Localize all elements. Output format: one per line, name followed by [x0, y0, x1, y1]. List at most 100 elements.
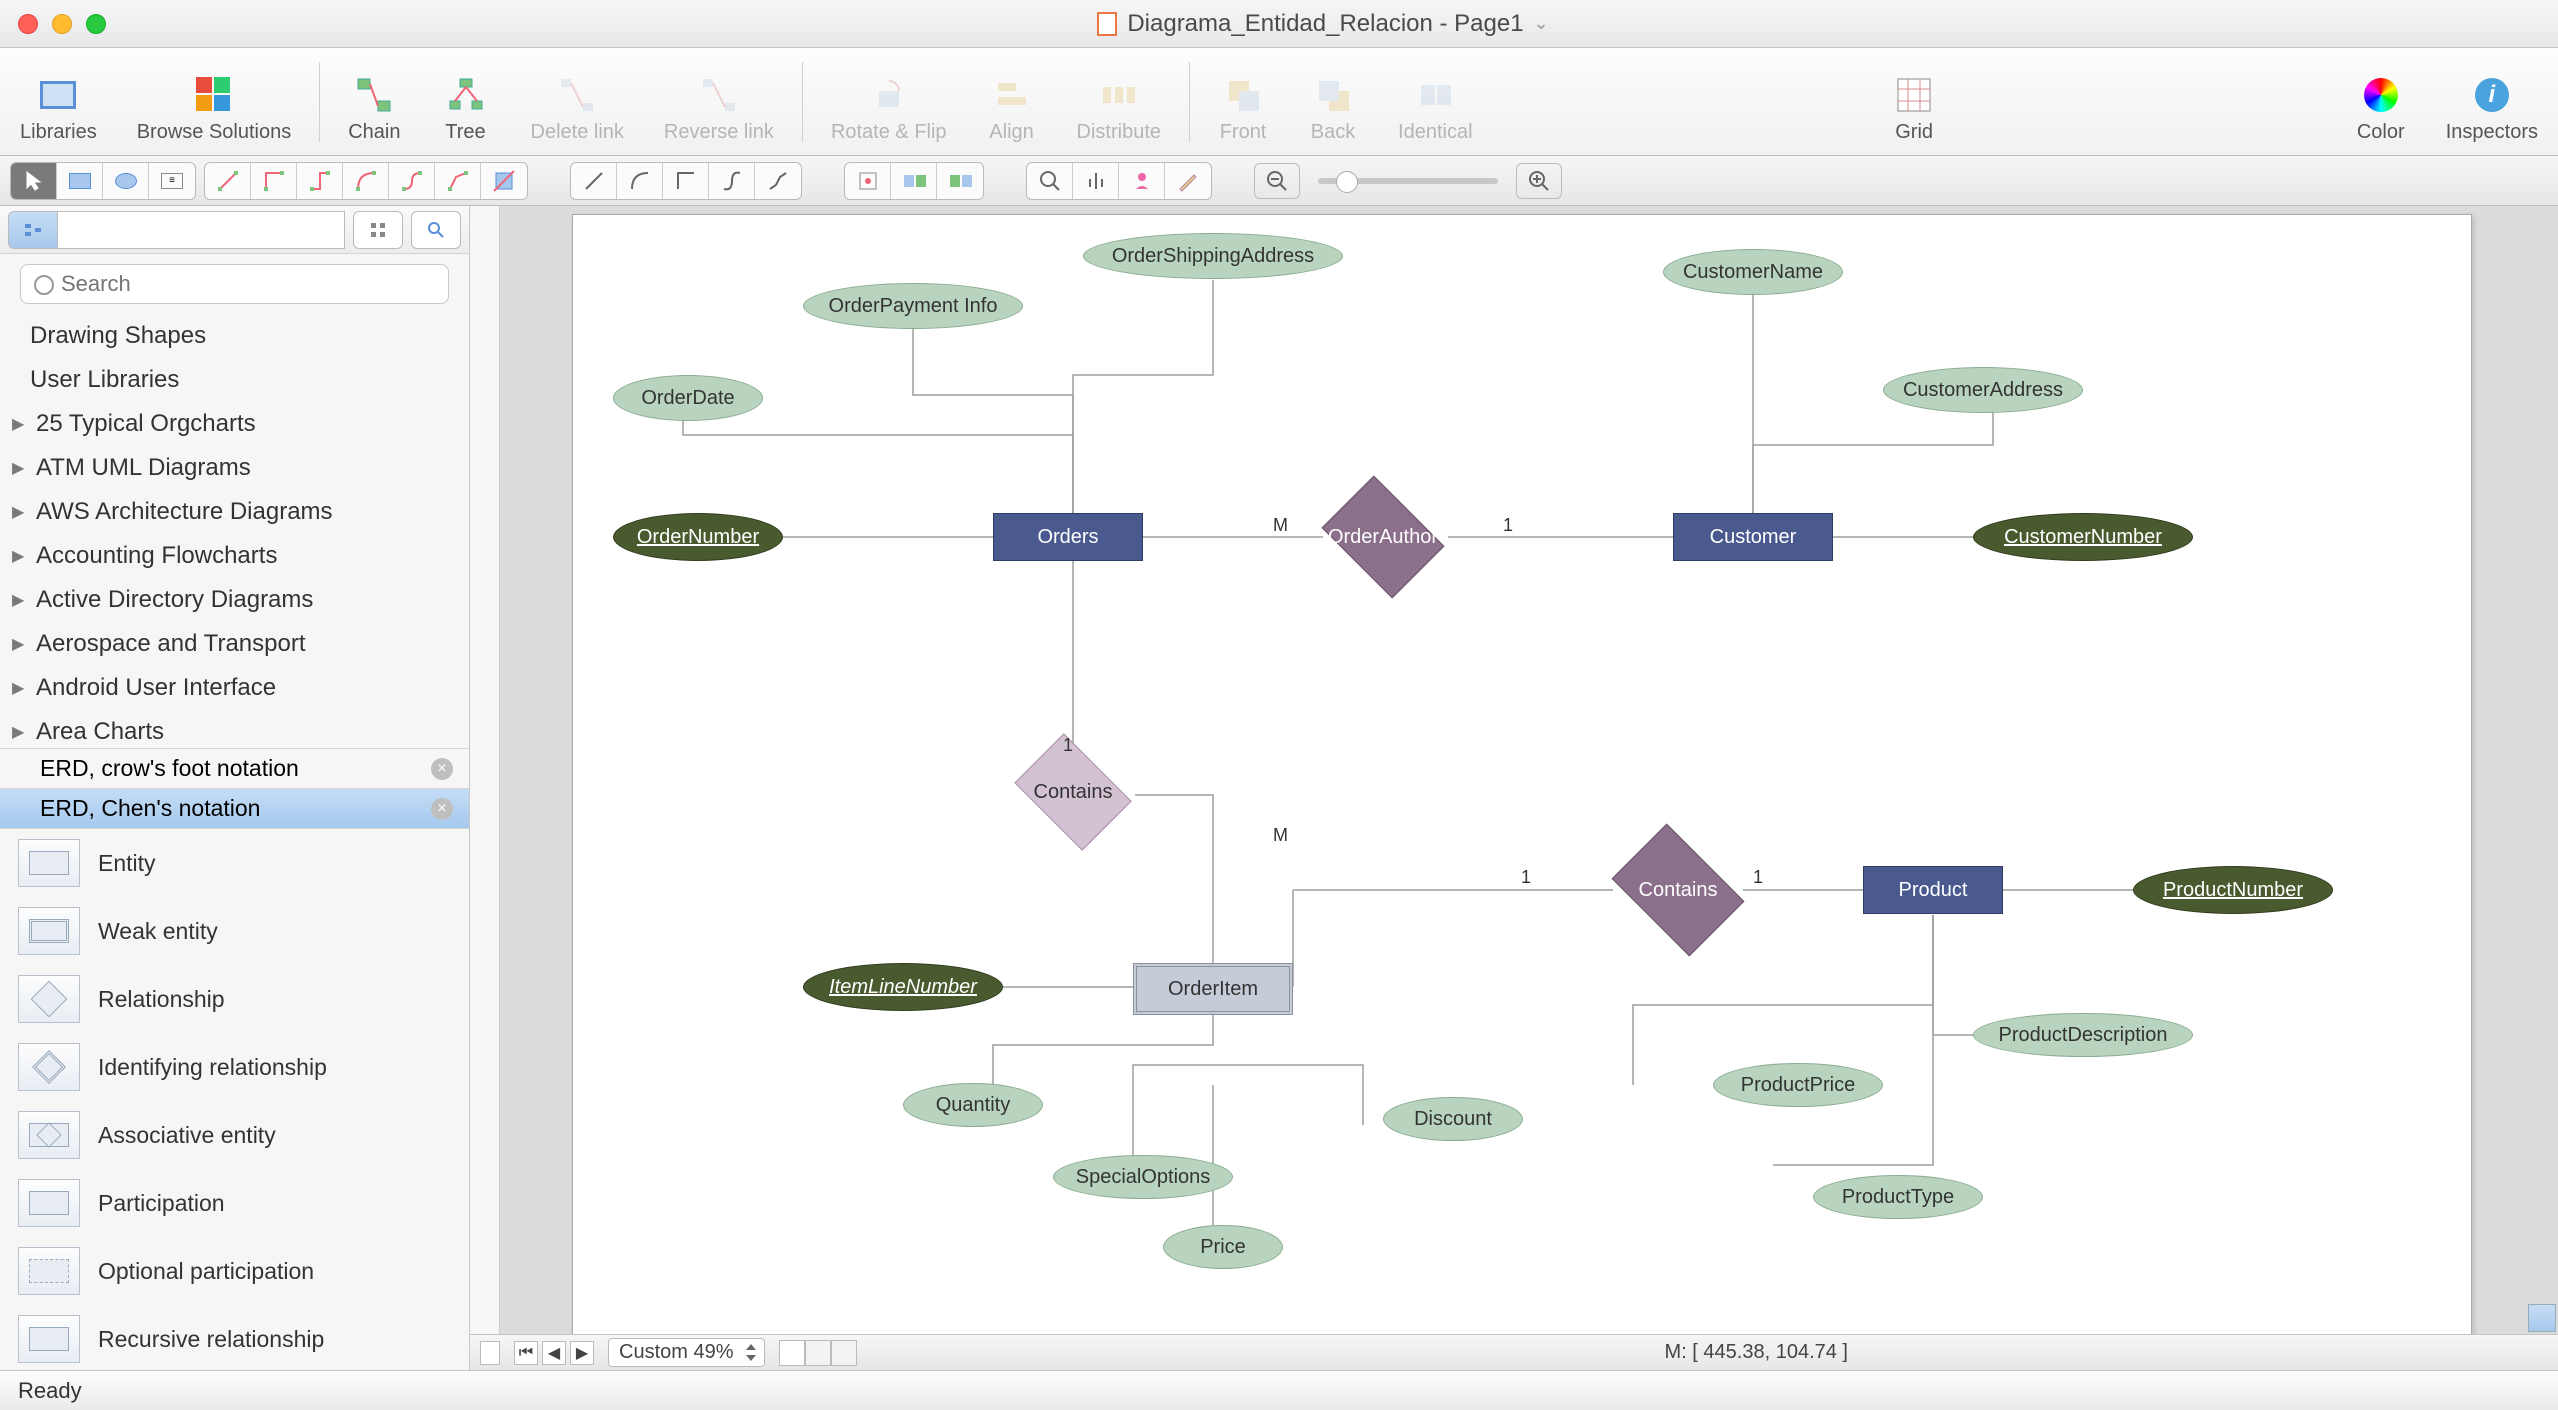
- attr-price[interactable]: Price: [1163, 1225, 1283, 1269]
- snap-tool-2[interactable]: [891, 163, 937, 199]
- line-tool-1[interactable]: [571, 163, 617, 199]
- relationship-contains-1[interactable]: Contains: [1025, 757, 1121, 827]
- entity-orders[interactable]: Orders: [993, 513, 1143, 561]
- minimize-icon[interactable]: [52, 14, 72, 34]
- zoom-selector[interactable]: Custom 49%: [608, 1338, 765, 1367]
- entity-customer[interactable]: Customer: [1673, 513, 1833, 561]
- relationship-contains-2[interactable]: Contains: [1623, 851, 1733, 929]
- attr-productdesc[interactable]: ProductDescription: [1973, 1013, 2193, 1057]
- page[interactable]: Orders Customer OrderItem Product OrderA…: [572, 214, 2472, 1344]
- rect-tool[interactable]: [57, 163, 103, 199]
- attr-customername[interactable]: CustomerName: [1663, 249, 1843, 295]
- maximize-icon[interactable]: [86, 14, 106, 34]
- connector-tool-4[interactable]: [343, 163, 389, 199]
- attr-ordershipping[interactable]: OrderShippingAddress: [1083, 233, 1343, 279]
- attr-quantity[interactable]: Quantity: [903, 1083, 1043, 1127]
- reverse-link-button[interactable]: Reverse link: [654, 52, 784, 152]
- attr-customernumber[interactable]: CustomerNumber: [1973, 513, 2193, 561]
- distribute-button[interactable]: Distribute: [1067, 52, 1171, 152]
- attr-discount[interactable]: Discount: [1383, 1097, 1523, 1141]
- page-tab-3[interactable]: [831, 1340, 857, 1366]
- zoom-slider[interactable]: [1318, 178, 1498, 184]
- category-item[interactable]: Drawing Shapes: [0, 314, 469, 358]
- line-tool-3[interactable]: [663, 163, 709, 199]
- pan-tool[interactable]: [1073, 163, 1119, 199]
- inspectors-button[interactable]: i Inspectors: [2436, 52, 2548, 152]
- grid-button[interactable]: Grid: [1879, 52, 1949, 152]
- category-item[interactable]: ▶25 Typical Orgcharts: [0, 402, 469, 446]
- shape-optional-participation[interactable]: Optional participation: [0, 1237, 469, 1305]
- shape-associative-entity[interactable]: Associative entity: [0, 1101, 469, 1169]
- attr-productprice[interactable]: ProductPrice: [1713, 1063, 1883, 1107]
- front-button[interactable]: Front: [1208, 52, 1278, 152]
- category-item[interactable]: ▶AWS Architecture Diagrams: [0, 490, 469, 534]
- shape-relationship[interactable]: Relationship: [0, 965, 469, 1033]
- sidebar-view-grid[interactable]: [353, 211, 403, 249]
- category-item[interactable]: ▶ATM UML Diagrams: [0, 446, 469, 490]
- line-tool-5[interactable]: [755, 163, 801, 199]
- shape-entity[interactable]: Entity: [0, 829, 469, 897]
- corner-widget[interactable]: [2528, 1304, 2556, 1332]
- browse-solutions-button[interactable]: Browse Solutions: [127, 52, 302, 152]
- nav-first[interactable]: ⏮: [514, 1341, 538, 1365]
- sidebar-search-toggle[interactable]: [411, 211, 461, 249]
- identical-button[interactable]: Identical: [1388, 52, 1483, 152]
- attr-ordernumber[interactable]: OrderNumber: [613, 513, 783, 561]
- connector-tool-6[interactable]: [435, 163, 481, 199]
- pointer-tool[interactable]: [11, 163, 57, 199]
- back-button[interactable]: Back: [1298, 52, 1368, 152]
- connector-tool-1[interactable]: [205, 163, 251, 199]
- pencil-tool[interactable]: [1165, 163, 1211, 199]
- snap-tool-1[interactable]: [845, 163, 891, 199]
- attr-specialoptions[interactable]: SpecialOptions: [1053, 1155, 1233, 1199]
- relationship-orderauthor[interactable]: OrderAuthor: [1333, 500, 1433, 574]
- close-icon[interactable]: ×: [431, 798, 453, 820]
- category-item[interactable]: User Libraries: [0, 358, 469, 402]
- attr-productnumber[interactable]: ProductNumber: [2133, 866, 2333, 914]
- ellipse-tool[interactable]: [103, 163, 149, 199]
- connector-tool-7[interactable]: [481, 163, 527, 199]
- sidebar-view-tree[interactable]: [8, 211, 58, 249]
- sidebar-filter-input[interactable]: [58, 211, 345, 249]
- page-tab-2[interactable]: [805, 1340, 831, 1366]
- connector-tool-2[interactable]: [251, 163, 297, 199]
- snap-tool-3[interactable]: [937, 163, 983, 199]
- library-tab-chen[interactable]: ERD, Chen's notation×: [0, 789, 469, 829]
- category-item[interactable]: ▶Aerospace and Transport: [0, 622, 469, 666]
- page-tab-1[interactable]: [779, 1340, 805, 1366]
- attr-producttype[interactable]: ProductType: [1813, 1175, 1983, 1219]
- attr-itemlinenumber[interactable]: ItemLineNumber: [803, 963, 1003, 1011]
- zoom-in-button[interactable]: [1516, 163, 1562, 199]
- category-item[interactable]: ▶Area Charts: [0, 710, 469, 748]
- shape-weak-entity[interactable]: Weak entity: [0, 897, 469, 965]
- attr-orderdate[interactable]: OrderDate: [613, 375, 763, 421]
- close-icon[interactable]: [18, 14, 38, 34]
- library-tab-crow[interactable]: ERD, crow's foot notation×: [0, 749, 469, 789]
- text-tool[interactable]: ≡: [149, 163, 195, 199]
- nav-prev[interactable]: ◀: [542, 1341, 566, 1365]
- shape-recursive-relationship[interactable]: Recursive relationship: [0, 1305, 469, 1370]
- connector-tool-5[interactable]: [389, 163, 435, 199]
- shape-identifying-relationship[interactable]: Identifying relationship: [0, 1033, 469, 1101]
- attr-customeraddress[interactable]: CustomerAddress: [1883, 367, 2083, 413]
- category-item[interactable]: ▶Accounting Flowcharts: [0, 534, 469, 578]
- connector-tool-3[interactable]: [297, 163, 343, 199]
- entity-product[interactable]: Product: [1863, 866, 2003, 914]
- color-button[interactable]: Color: [2346, 52, 2416, 152]
- document-title[interactable]: Diagrama_Entidad_Relacion - Page1 ⌄: [106, 10, 2540, 38]
- delete-link-button[interactable]: Delete link: [521, 52, 634, 152]
- rotate-flip-button[interactable]: Rotate & Flip: [821, 52, 957, 152]
- category-item[interactable]: ▶Active Directory Diagrams: [0, 578, 469, 622]
- category-item[interactable]: ▶Android User Interface: [0, 666, 469, 710]
- libraries-button[interactable]: Libraries: [10, 52, 107, 152]
- zoom-out-button[interactable]: [1254, 163, 1300, 199]
- line-tool-2[interactable]: [617, 163, 663, 199]
- close-icon[interactable]: ×: [431, 758, 453, 780]
- nav-next[interactable]: ▶: [570, 1341, 594, 1365]
- person-tool[interactable]: [1119, 163, 1165, 199]
- entity-orderitem[interactable]: OrderItem: [1133, 963, 1293, 1015]
- tree-button[interactable]: Tree: [431, 52, 501, 152]
- attr-orderpayment[interactable]: OrderPayment Info: [803, 283, 1023, 329]
- align-button[interactable]: Align: [977, 52, 1047, 152]
- shape-participation[interactable]: Participation: [0, 1169, 469, 1237]
